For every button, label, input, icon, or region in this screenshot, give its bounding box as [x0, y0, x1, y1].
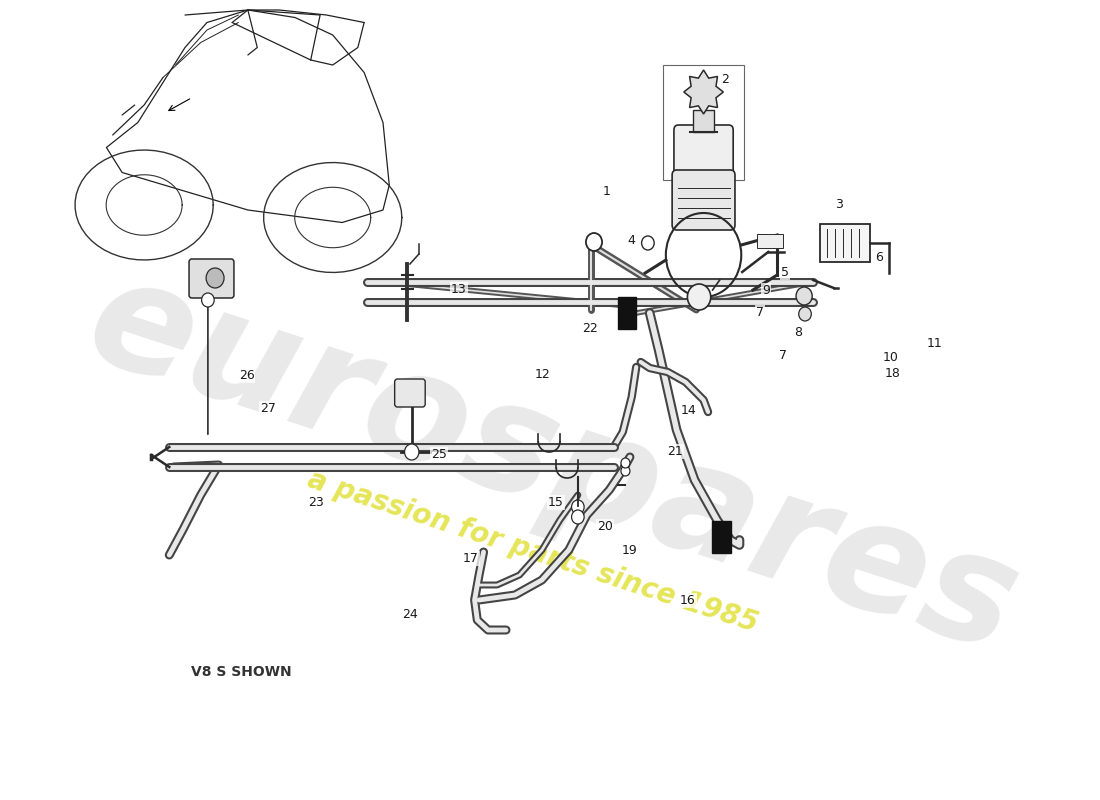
- Text: 15: 15: [548, 496, 563, 509]
- Circle shape: [641, 236, 654, 250]
- Text: 10: 10: [882, 351, 899, 364]
- Text: 23: 23: [308, 496, 323, 509]
- Text: 2: 2: [722, 74, 729, 86]
- Bar: [712, 521, 732, 553]
- FancyBboxPatch shape: [395, 379, 426, 407]
- FancyBboxPatch shape: [674, 125, 734, 185]
- FancyBboxPatch shape: [189, 259, 234, 298]
- Bar: [821, 224, 870, 262]
- Text: 18: 18: [884, 367, 901, 380]
- Circle shape: [796, 287, 812, 305]
- Text: V8 S SHOWN: V8 S SHOWN: [190, 665, 292, 679]
- Circle shape: [620, 466, 630, 476]
- Text: 6: 6: [874, 251, 882, 264]
- Text: 11: 11: [927, 337, 943, 350]
- Text: 14: 14: [681, 404, 697, 417]
- Text: 3: 3: [835, 198, 843, 210]
- Text: 17: 17: [463, 552, 478, 565]
- Text: 5: 5: [781, 266, 789, 278]
- Text: 12: 12: [535, 368, 551, 381]
- Polygon shape: [684, 70, 724, 114]
- Circle shape: [572, 510, 584, 524]
- Text: 9: 9: [762, 284, 770, 297]
- Text: 1: 1: [603, 186, 611, 198]
- Text: 13: 13: [451, 283, 466, 296]
- Text: 25: 25: [431, 448, 447, 461]
- Text: eurospares: eurospares: [70, 244, 1035, 684]
- Circle shape: [586, 233, 602, 251]
- Text: 21: 21: [668, 446, 683, 458]
- Text: 26: 26: [239, 370, 254, 382]
- Circle shape: [799, 307, 812, 321]
- Circle shape: [572, 500, 584, 514]
- Bar: [693, 110, 714, 132]
- Text: 8: 8: [794, 326, 802, 338]
- Text: 20: 20: [597, 520, 613, 533]
- Text: 7: 7: [756, 306, 764, 318]
- Circle shape: [620, 458, 630, 468]
- Text: 7: 7: [779, 349, 786, 362]
- Bar: [758, 234, 782, 248]
- Text: 4: 4: [628, 234, 636, 246]
- Text: 27: 27: [261, 402, 276, 414]
- Circle shape: [206, 268, 224, 288]
- Circle shape: [405, 444, 419, 460]
- Circle shape: [688, 284, 711, 310]
- Text: 19: 19: [621, 544, 638, 557]
- Text: 16: 16: [680, 594, 696, 606]
- Bar: [663, 65, 744, 180]
- FancyBboxPatch shape: [672, 170, 735, 230]
- Text: 22: 22: [582, 322, 598, 334]
- Text: a passion for parts since 1985: a passion for parts since 1985: [305, 466, 761, 638]
- Bar: [618, 297, 636, 329]
- Text: 24: 24: [403, 608, 418, 621]
- Circle shape: [201, 293, 214, 307]
